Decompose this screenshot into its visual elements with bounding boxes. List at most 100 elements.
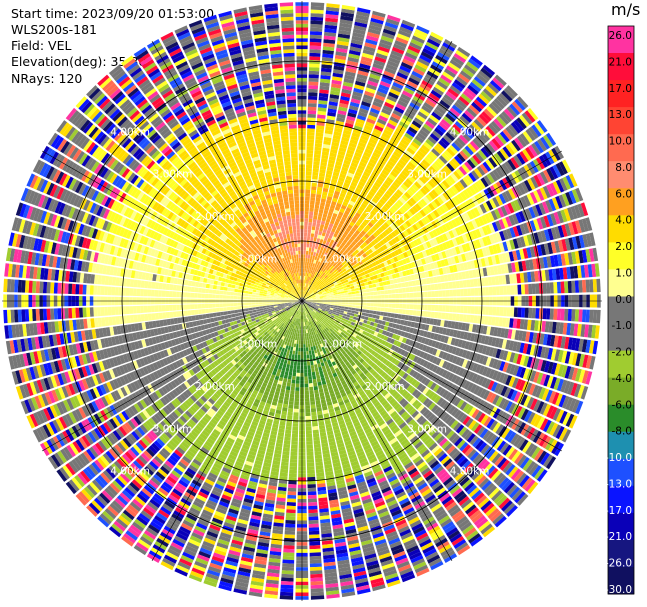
gate	[432, 229, 439, 237]
gate	[364, 168, 372, 175]
gate	[406, 129, 416, 138]
gate	[440, 167, 450, 177]
gate	[485, 235, 492, 245]
gate	[417, 259, 423, 266]
gate	[349, 230, 355, 236]
gate	[341, 281, 346, 285]
gate	[406, 293, 410, 298]
gate	[308, 95, 318, 100]
gate	[302, 268, 305, 273]
gate	[354, 18, 369, 25]
gate	[307, 128, 315, 133]
gate	[366, 193, 373, 200]
gate	[368, 111, 379, 118]
gate	[464, 64, 477, 75]
gate	[306, 459, 315, 463]
gate	[330, 90, 340, 96]
gate	[341, 246, 347, 252]
gate	[353, 238, 359, 244]
gate	[500, 205, 508, 217]
gate	[457, 118, 468, 128]
gate	[381, 32, 395, 40]
gate	[384, 125, 395, 133]
gate	[475, 228, 482, 238]
gate	[358, 308, 363, 312]
gate	[365, 121, 375, 128]
gate	[347, 289, 352, 293]
gate	[403, 181, 411, 189]
gate	[429, 211, 437, 220]
gate	[438, 290, 443, 297]
gate	[310, 584, 324, 589]
gate	[456, 181, 465, 191]
gate	[412, 170, 421, 178]
gate	[577, 203, 585, 218]
gate	[306, 455, 314, 460]
gate	[334, 190, 340, 196]
gate	[347, 277, 352, 282]
gate	[317, 107, 327, 112]
gate	[332, 134, 341, 140]
gate	[323, 136, 332, 142]
gate	[537, 138, 547, 152]
gate	[445, 241, 452, 249]
gate	[492, 169, 501, 180]
gate	[355, 293, 360, 297]
gate	[378, 138, 388, 146]
gate	[341, 166, 349, 172]
gate	[349, 221, 355, 227]
gate	[422, 234, 429, 242]
gate	[307, 293, 310, 296]
gate	[348, 302, 353, 305]
gate	[325, 249, 330, 254]
gate	[434, 83, 446, 93]
gate	[309, 49, 321, 54]
gate	[413, 32, 427, 41]
gate	[308, 505, 318, 510]
gate	[323, 210, 329, 215]
gate	[365, 215, 372, 222]
gate	[377, 87, 388, 95]
gate	[475, 152, 485, 163]
gate	[354, 311, 359, 315]
gate	[360, 203, 367, 209]
gate	[331, 201, 337, 206]
gate	[367, 80, 378, 87]
gate	[305, 347, 309, 352]
gate	[416, 310, 421, 316]
gate	[546, 214, 554, 227]
gate	[384, 307, 389, 312]
gate	[354, 287, 359, 291]
gate	[416, 286, 421, 292]
gate	[527, 107, 539, 121]
gate	[308, 520, 319, 525]
gate	[421, 144, 430, 153]
gate	[358, 111, 368, 118]
gate	[376, 286, 381, 291]
gate	[456, 98, 468, 109]
gate	[546, 282, 551, 294]
gate	[305, 185, 311, 190]
gate	[539, 187, 548, 200]
gate	[307, 106, 317, 111]
gate	[313, 345, 317, 350]
gate	[461, 112, 473, 123]
gate	[332, 138, 340, 144]
gate	[306, 243, 310, 248]
gate	[433, 160, 443, 170]
gate	[366, 292, 371, 296]
gate	[539, 171, 549, 184]
gate	[313, 161, 320, 166]
gate	[310, 364, 315, 369]
gate	[411, 120, 422, 129]
gate	[308, 88, 318, 93]
gate	[372, 184, 379, 191]
gate	[389, 207, 396, 214]
gate	[416, 292, 421, 298]
gate	[310, 588, 324, 593]
gate	[474, 306, 479, 315]
gate	[359, 279, 365, 284]
gate	[305, 287, 307, 291]
gate	[319, 275, 323, 279]
gate	[416, 178, 425, 187]
